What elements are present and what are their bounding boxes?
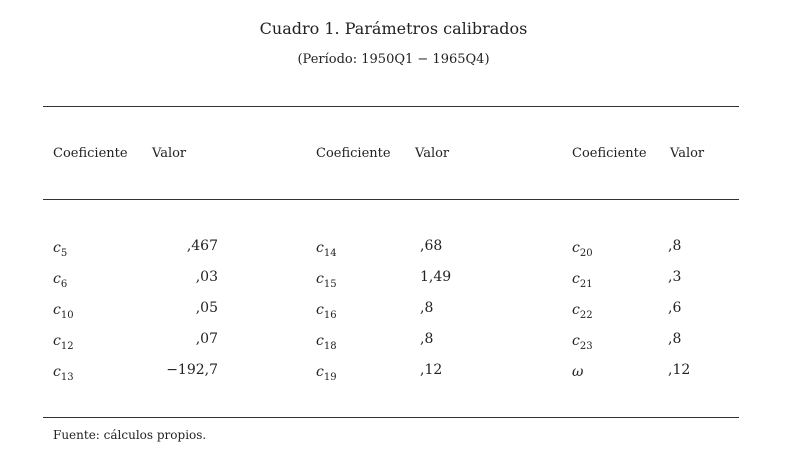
coefficient-label: c18 <box>316 333 337 352</box>
source-note: Fuente: cálculos propios. <box>53 428 207 442</box>
coefficient-label: c13 <box>53 364 74 383</box>
coefficient-subscript: 5 <box>60 247 68 259</box>
coefficient-label: c14 <box>316 240 337 259</box>
coefficient-base: c <box>53 240 61 256</box>
header-coeficiente-1: Coeficiente <box>53 146 128 161</box>
coefficient-value: ,07 <box>195 331 218 347</box>
coefficient-value: −192,7 <box>166 362 218 378</box>
coefficient-value: ,12 <box>668 362 691 378</box>
coefficient-subscript: 19 <box>323 371 337 383</box>
coefficient-base: c <box>316 240 324 256</box>
coefficient-label: c23 <box>572 333 593 352</box>
coefficient-base: c <box>53 333 61 349</box>
coefficient-base: c <box>572 271 580 287</box>
coefficient-value: ,05 <box>195 300 218 316</box>
coefficient-subscript: 16 <box>323 309 337 321</box>
coefficient-value: ,467 <box>186 238 218 254</box>
header-coeficiente-2: Coeficiente <box>316 146 391 161</box>
coefficient-label: c15 <box>316 271 337 290</box>
coefficient-value: 1,49 <box>420 269 452 285</box>
coefficient-value: ,8 <box>668 238 682 254</box>
coefficient-value: ,03 <box>195 269 218 285</box>
coefficient-base: c <box>53 302 61 318</box>
coefficient-base: c <box>316 364 324 380</box>
coefficient-label: c12 <box>53 333 74 352</box>
coefficient-label: c6 <box>53 271 67 290</box>
coefficient-base: c <box>316 333 324 349</box>
coefficient-base: c <box>572 240 580 256</box>
coefficient-label: c19 <box>316 364 337 383</box>
coefficient-subscript: 22 <box>579 309 593 321</box>
coefficient-value: ,8 <box>420 300 434 316</box>
top-rule <box>43 106 739 107</box>
coefficient-base: c <box>53 271 61 287</box>
coefficient-base: c <box>316 271 324 287</box>
coefficient-base: c <box>572 302 580 318</box>
coefficient-base: c <box>572 333 580 349</box>
coefficient-label: c22 <box>572 302 593 321</box>
coefficient-base: c <box>53 364 61 380</box>
coefficient-value: ,8 <box>668 331 682 347</box>
coefficient-subscript: 15 <box>323 278 337 290</box>
coefficient-subscript: 20 <box>579 247 593 259</box>
coefficient-subscript: 12 <box>60 340 74 352</box>
coefficient-subscript: 10 <box>60 309 74 321</box>
coefficient-value: ,3 <box>668 269 682 285</box>
table-subtitle: (Período: 1950Q1 − 1965Q4) <box>297 52 490 67</box>
coefficient-label: c16 <box>316 302 337 321</box>
coefficient-subscript: 6 <box>60 278 68 290</box>
coefficient-subscript: 21 <box>579 278 593 290</box>
coefficient-label: ω <box>572 364 583 383</box>
header-rule <box>43 199 739 200</box>
coefficient-value: ,12 <box>420 362 443 378</box>
coefficient-label: c20 <box>572 240 593 259</box>
coefficient-label: c10 <box>53 302 74 321</box>
coefficient-label: c5 <box>53 240 67 259</box>
coefficient-base: c <box>316 302 324 318</box>
coefficient-value: ,68 <box>420 238 443 254</box>
coefficient-subscript: 23 <box>579 340 593 352</box>
header-valor-1: Valor <box>152 146 187 161</box>
coefficient-value: ,8 <box>420 331 434 347</box>
header-valor-2: Valor <box>415 146 450 161</box>
header-valor-3: Valor <box>670 146 705 161</box>
coefficient-label: c21 <box>572 271 593 290</box>
coefficient-base: ω <box>572 364 584 380</box>
table-title: Cuadro 1. Parámetros calibrados <box>259 19 528 38</box>
coefficient-subscript: 14 <box>323 247 337 259</box>
header-coeficiente-3: Coeficiente <box>572 146 647 161</box>
bottom-rule <box>43 417 739 418</box>
coefficient-subscript: 13 <box>60 371 74 383</box>
coefficient-subscript: 18 <box>323 340 337 352</box>
coefficient-value: ,6 <box>668 300 682 316</box>
